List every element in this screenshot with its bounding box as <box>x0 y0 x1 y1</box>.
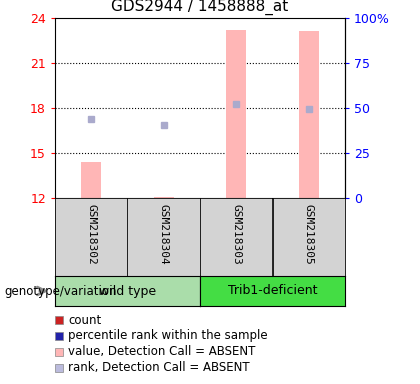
Text: percentile rank within the sample: percentile rank within the sample <box>68 329 268 343</box>
Text: rank, Detection Call = ABSENT: rank, Detection Call = ABSENT <box>68 361 249 374</box>
Text: count: count <box>68 313 101 326</box>
Bar <box>299 31 319 198</box>
Title: GDS2944 / 1458888_at: GDS2944 / 1458888_at <box>111 0 289 15</box>
Text: genotype/variation: genotype/variation <box>4 285 117 298</box>
Text: GSM218303: GSM218303 <box>231 204 241 265</box>
Text: Trib1-deficient: Trib1-deficient <box>228 285 317 298</box>
Bar <box>81 162 101 198</box>
Text: GSM218304: GSM218304 <box>159 204 169 265</box>
Bar <box>226 30 247 198</box>
Text: GSM218305: GSM218305 <box>304 204 314 265</box>
Bar <box>154 197 174 198</box>
Text: GSM218302: GSM218302 <box>86 204 96 265</box>
Text: wild type: wild type <box>99 285 156 298</box>
Text: value, Detection Call = ABSENT: value, Detection Call = ABSENT <box>68 346 255 359</box>
